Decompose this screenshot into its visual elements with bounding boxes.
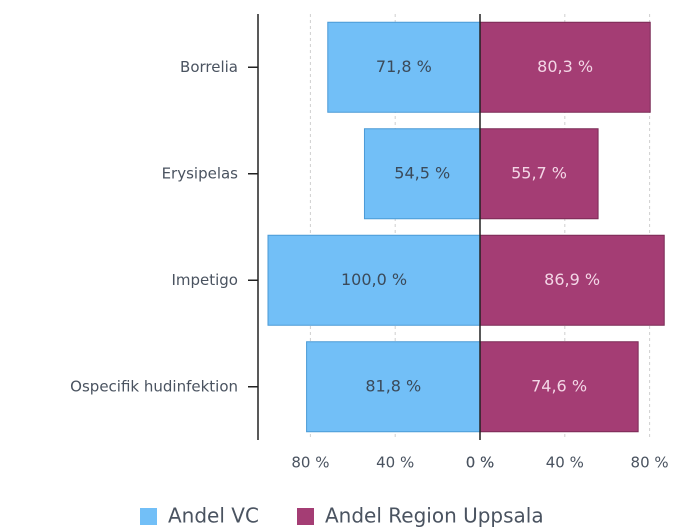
x-tick-label: 40 % [546,454,584,472]
x-tick-label: 80 % [631,454,669,472]
bar [363,128,481,220]
category-label: Erysipelas [162,164,239,182]
legend-label: Andel Region Uppsala [325,504,544,528]
bar [479,128,599,220]
bar [306,341,481,433]
value-label: 86,9 % [544,270,600,289]
bar [479,234,665,326]
legend-swatch [140,508,157,525]
value-label: 80,3 % [537,57,593,76]
x-tick-label: 80 % [291,454,329,472]
value-label: 81,8 % [365,376,421,395]
value-label: 54,5 % [394,163,450,182]
x-tick-label: 40 % [376,454,414,472]
legend-label: Andel VC [168,504,259,528]
x-tick-label: 0 % [466,454,495,472]
bar [479,21,651,113]
bar [479,341,639,433]
value-label: 71,8 % [376,57,432,76]
x-tick-label: 0 % [466,454,495,472]
legend-swatch [297,508,314,525]
value-label: 74,6 % [531,376,587,395]
value-label: 55,7 % [511,163,567,182]
value-label: 100,0 % [341,270,407,289]
category-label: Ospecifik hudinfektion [70,377,238,395]
category-label: Impetigo [171,271,238,289]
category-label: Borrelia [180,58,238,76]
